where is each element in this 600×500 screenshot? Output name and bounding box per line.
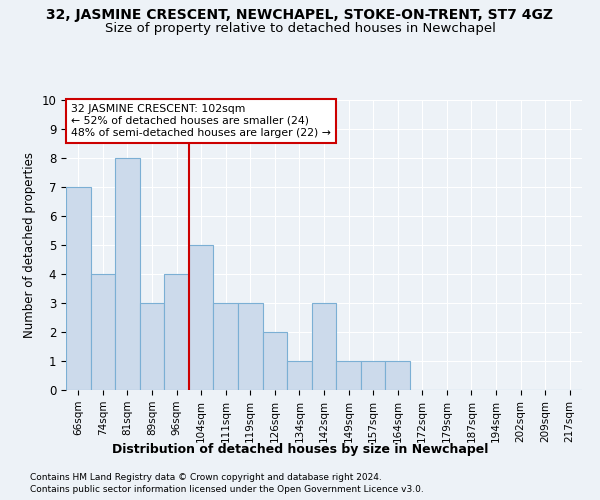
Bar <box>66 187 91 390</box>
Bar <box>238 303 263 390</box>
Bar <box>115 158 140 390</box>
Bar <box>361 361 385 390</box>
Bar <box>312 303 336 390</box>
Bar <box>287 361 312 390</box>
Bar <box>189 245 214 390</box>
Bar <box>385 361 410 390</box>
Text: Size of property relative to detached houses in Newchapel: Size of property relative to detached ho… <box>104 22 496 35</box>
Text: 32, JASMINE CRESCENT, NEWCHAPEL, STOKE-ON-TRENT, ST7 4GZ: 32, JASMINE CRESCENT, NEWCHAPEL, STOKE-O… <box>47 8 554 22</box>
Y-axis label: Number of detached properties: Number of detached properties <box>23 152 36 338</box>
Bar <box>140 303 164 390</box>
Bar <box>91 274 115 390</box>
Text: 32 JASMINE CRESCENT: 102sqm
← 52% of detached houses are smaller (24)
48% of sem: 32 JASMINE CRESCENT: 102sqm ← 52% of det… <box>71 104 331 138</box>
Bar <box>214 303 238 390</box>
Bar <box>336 361 361 390</box>
Bar <box>164 274 189 390</box>
Text: Distribution of detached houses by size in Newchapel: Distribution of detached houses by size … <box>112 442 488 456</box>
Text: Contains HM Land Registry data © Crown copyright and database right 2024.: Contains HM Land Registry data © Crown c… <box>30 472 382 482</box>
Bar <box>263 332 287 390</box>
Text: Contains public sector information licensed under the Open Government Licence v3: Contains public sector information licen… <box>30 485 424 494</box>
